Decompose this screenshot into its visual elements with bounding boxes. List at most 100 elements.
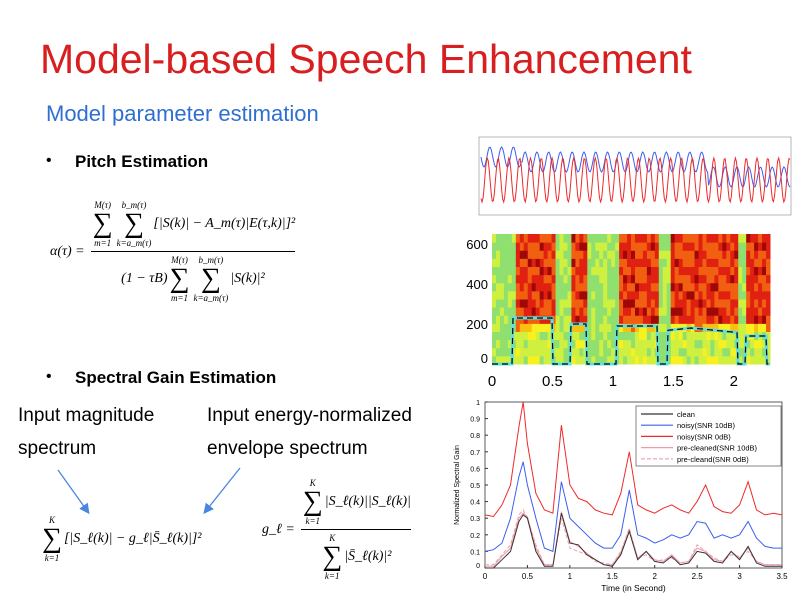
spectrogram-cell	[539, 234, 545, 243]
spectrogram-cell	[543, 323, 549, 332]
y-tick-label: 0	[476, 563, 480, 570]
spectrogram-cell	[746, 347, 751, 357]
spectrogram-cell	[631, 347, 636, 357]
spectrogram-cell	[495, 258, 501, 267]
spectrogram-cell	[611, 347, 616, 357]
spectrogram-cell	[623, 315, 628, 324]
spectrogram-cell	[571, 299, 576, 308]
spectrogram-cell	[650, 355, 656, 365]
spectrogram-cell	[670, 339, 676, 349]
spectrogram-cell	[714, 307, 719, 316]
spectrogram-cell	[495, 339, 501, 349]
spectrogram-cell	[579, 282, 584, 292]
spectrogram-cell	[543, 347, 549, 357]
spectrogram-cell	[642, 315, 648, 324]
spectrogram-cell	[642, 307, 648, 316]
spectrogram-cell	[503, 242, 509, 251]
spectrogram-cell	[543, 315, 549, 324]
spectrogram-cell	[543, 282, 549, 292]
spectrogram-cell	[738, 323, 743, 332]
spectrogram-cell	[674, 242, 680, 251]
spectrogram-cell	[686, 250, 692, 259]
spectrogram-cell	[531, 258, 537, 267]
spectrogram-cell	[642, 266, 648, 276]
spectrogram-cell	[662, 323, 668, 332]
spectrogram-cell	[539, 299, 545, 308]
spectrogram-cell	[531, 307, 537, 316]
spectrogram-cell	[615, 299, 620, 308]
spectrogram-cell	[551, 274, 557, 284]
spectrogram-cell	[507, 331, 513, 341]
spectrogram-cell	[623, 355, 628, 365]
spectrogram-cell	[698, 355, 703, 365]
spectrogram-cell	[507, 258, 513, 267]
spectrogram-cell	[734, 258, 739, 267]
spectrogram-cell	[499, 339, 505, 349]
spectrogram-cell	[492, 290, 497, 300]
spectrogram-cell	[734, 290, 739, 300]
spectrogram-cell	[686, 258, 692, 267]
spectrogram-cell	[599, 242, 604, 251]
spectrogram-cell	[762, 266, 767, 276]
spectrogram-cell	[531, 290, 537, 300]
legend-label: pre-cleand(SNR 0dB)	[677, 455, 749, 464]
spectrogram-cell	[583, 282, 588, 292]
spectrogram-cell	[686, 315, 692, 324]
spectrogram-cell	[766, 307, 771, 316]
spectrogram-cell	[543, 274, 549, 284]
spectrogram-cell	[627, 242, 632, 251]
spectrogram-cell	[507, 290, 513, 300]
y-axis-label: Normalized Spectral Gain	[454, 445, 461, 525]
spectrogram-cell	[519, 242, 525, 251]
spectrogram-cell	[507, 250, 513, 259]
spectrogram-cell	[603, 355, 608, 365]
spectrogram-cell	[706, 323, 711, 332]
spectrogram-cell	[726, 347, 731, 357]
spectrogram-cell	[587, 250, 592, 259]
spectrogram-cell	[682, 282, 688, 292]
spectrogram-cell	[658, 339, 664, 349]
spectrogram-cell	[531, 266, 537, 276]
spectrogram-cell	[631, 274, 636, 284]
spectrogram-cell	[682, 299, 688, 308]
spectrogram-cell	[539, 266, 545, 276]
spectrogram-cell	[642, 274, 648, 284]
spectrogram-cell	[511, 266, 517, 276]
spectrogram-cell	[495, 266, 501, 276]
spectrogram-cell	[547, 355, 553, 365]
spectrogram-cell	[718, 250, 723, 259]
spectrogram-cell	[730, 331, 735, 341]
spectrogram-cell	[603, 290, 608, 300]
spectrogram-cell	[694, 242, 700, 251]
spectrogram-cell	[595, 266, 600, 276]
spectrogram-cell	[623, 331, 628, 341]
spectrogram-cell	[698, 274, 703, 284]
spectrogram-cell	[595, 331, 600, 341]
spectrogram-cell	[492, 355, 497, 365]
spectrogram-cell	[766, 323, 771, 332]
spectrogram-cell	[503, 307, 509, 316]
x-tick-label: 2.5	[692, 572, 704, 581]
spectrogram-cell	[543, 258, 549, 267]
spectrogram-cell	[567, 234, 572, 243]
spectrogram-cell	[694, 290, 700, 300]
spectrogram-cell	[706, 290, 711, 300]
spectrogram-cell	[754, 242, 759, 251]
spectrogram-cell	[527, 258, 533, 267]
spectrogram-cell	[650, 266, 656, 276]
x-tick-label: 0.5	[542, 373, 563, 390]
spectrogram-cell	[499, 274, 505, 284]
spectrogram-cell	[519, 307, 525, 316]
spectrogram-cell	[599, 339, 604, 349]
spectrogram-cell	[662, 315, 668, 324]
spectrogram-cell	[646, 234, 652, 243]
spectrogram-cell	[523, 355, 529, 365]
spectrogram-cell	[551, 282, 557, 292]
spectrogram-cell	[631, 355, 636, 365]
spectrogram-cell	[702, 266, 707, 276]
spectrogram-cell	[754, 299, 759, 308]
spectrogram-cell	[734, 307, 739, 316]
spectrogram-cell	[492, 234, 497, 243]
spectrogram-cell	[591, 315, 596, 324]
spectrogram-cell	[650, 331, 656, 341]
